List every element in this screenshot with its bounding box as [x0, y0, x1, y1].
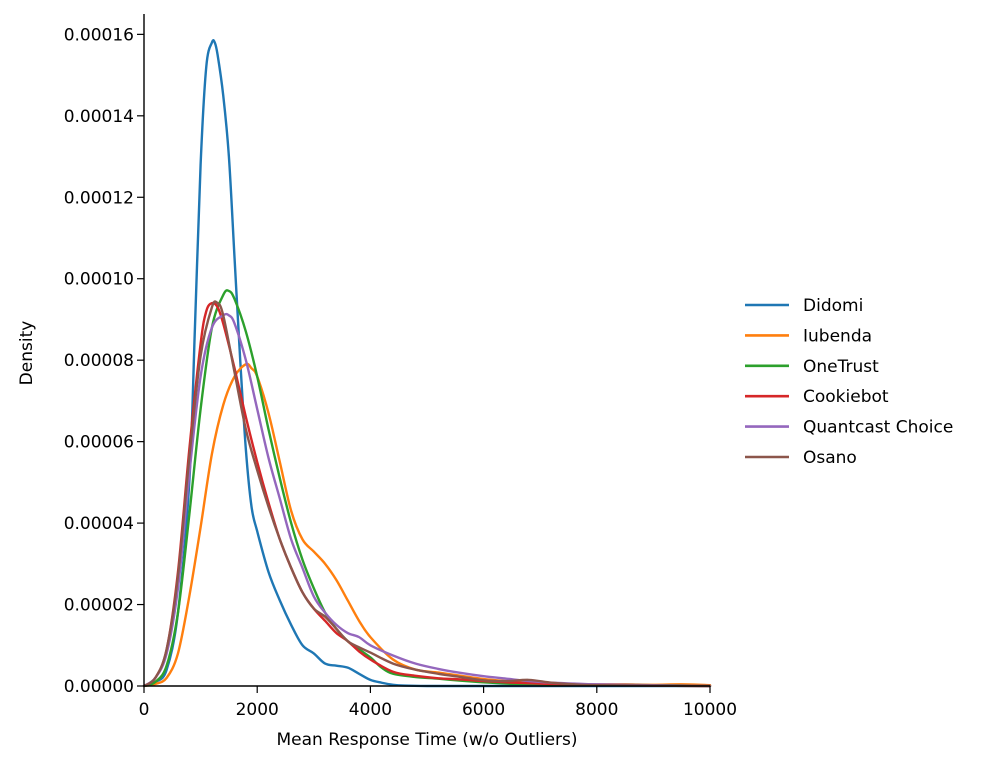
x-tick-label: 6000 [462, 700, 505, 720]
series-line-iubenda [142, 362, 712, 688]
x-tick-label: 4000 [349, 700, 392, 720]
series-line-cookiebot [142, 301, 712, 688]
x-tick-label: 8000 [575, 700, 618, 720]
x-ticks: 0 2000 4000 6000 8000 10000 [139, 686, 737, 720]
y-tick-label: 0.00002 [64, 596, 134, 616]
x-tick-label: 2000 [236, 700, 279, 720]
legend-label: Osano [803, 448, 857, 468]
y-tick-label: 0.00016 [64, 25, 134, 45]
y-tick-label: 0.00006 [64, 433, 134, 453]
legend-label: OneTrust [803, 357, 879, 377]
x-tick-label: 0 [139, 700, 150, 720]
y-tick-label: 0.00010 [64, 270, 134, 290]
y-ticks: 0.00000 0.00002 0.00004 0.00006 0.00008 0.000… [64, 25, 144, 697]
legend-item-onetrust: OneTrust [745, 357, 879, 377]
legend-label: Didomi [803, 296, 863, 316]
y-tick-label: 0.00012 [64, 188, 134, 208]
x-tick-label: 10000 [683, 700, 737, 720]
y-tick-label: 0.00000 [64, 677, 134, 697]
legend-label: Quantcast Choice [803, 418, 953, 438]
y-tick-label: 0.00014 [64, 107, 134, 127]
x-axis-label: Mean Response Time (w/o Outliers) [276, 730, 577, 750]
legend-label: Iubenda [803, 326, 872, 346]
legend-item-didomi: Didomi [745, 296, 863, 316]
series-line-quantcast-choice [142, 312, 712, 688]
series-line-onetrust [142, 289, 712, 688]
series-line-didomi [142, 38, 712, 688]
series-line-osano [142, 300, 712, 688]
legend: Didomi Iubenda OneTrust Cookiebot Quantcast … [745, 296, 953, 468]
legend-item-iubenda: Iubenda [745, 326, 872, 346]
series-layer [142, 38, 712, 688]
legend-label: Cookiebot [803, 387, 889, 407]
y-tick-label: 0.00004 [64, 514, 134, 534]
axes: 0 2000 4000 6000 8000 10000 0.000000.000020.0… [17, 14, 737, 750]
legend-item-cookiebot: Cookiebot [745, 387, 889, 407]
legend-item-osano: Osano [745, 448, 857, 468]
legend-item-quantcast-choice: Quantcast Choice [745, 418, 953, 438]
y-axis-label: Density [17, 321, 37, 386]
plot-area [142, 38, 712, 688]
y-tick-label: 0.00008 [64, 351, 134, 371]
